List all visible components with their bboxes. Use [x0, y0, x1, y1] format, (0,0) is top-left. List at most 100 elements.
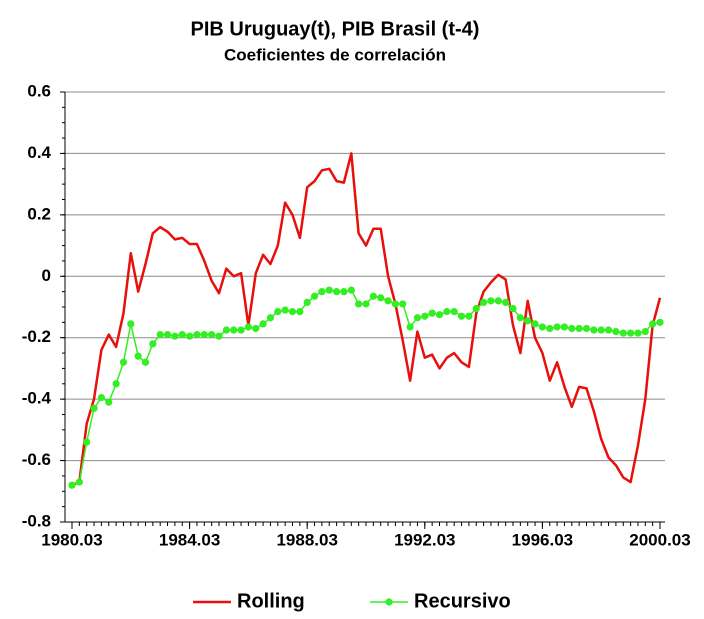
series-marker [90, 404, 98, 412]
series-marker [421, 312, 429, 320]
series-marker [649, 320, 657, 328]
series-marker [296, 308, 304, 316]
series-marker [68, 481, 76, 489]
series-marker [377, 294, 385, 302]
series-marker [200, 331, 208, 339]
y-tick-label: 0.6 [27, 81, 51, 100]
legend-label: Rolling [237, 590, 305, 612]
series-marker [597, 326, 605, 334]
x-tick-label: 1996.03 [512, 530, 573, 549]
series-marker [494, 297, 502, 305]
series-marker [222, 326, 230, 334]
y-tick-label: 0.2 [27, 204, 51, 223]
series-marker [119, 358, 128, 366]
series-marker [163, 331, 172, 339]
series-marker [178, 331, 186, 339]
series-marker [656, 318, 664, 326]
series-marker [391, 300, 399, 308]
series-marker [384, 297, 392, 305]
y-tick-label: -0.6 [22, 450, 51, 469]
y-tick-label: -0.2 [22, 327, 51, 346]
series-marker [604, 326, 613, 334]
series-marker [435, 311, 444, 319]
series-marker [509, 304, 517, 313]
series-marker [288, 308, 297, 316]
series-marker [310, 292, 319, 300]
series-marker [641, 327, 649, 336]
x-tick-label: 1988.03 [276, 530, 337, 549]
legend-label: Recursivo [414, 590, 511, 612]
series-marker [575, 324, 583, 333]
series-marker [413, 314, 422, 322]
chart-subtitle: Coeficientes de correlación [224, 45, 446, 64]
series-marker [281, 306, 289, 314]
series-marker [634, 329, 642, 337]
series-marker [244, 323, 252, 331]
series-marker [149, 340, 157, 348]
y-tick-label: -0.8 [22, 511, 51, 530]
series-marker [582, 324, 591, 333]
series-marker [355, 300, 363, 308]
series-line [71, 289, 661, 486]
series-marker [97, 394, 105, 402]
y-tick-label: 0 [42, 266, 51, 285]
series-marker [171, 332, 179, 340]
series-marker [186, 332, 194, 340]
series-marker [502, 298, 510, 306]
series-marker [75, 478, 83, 486]
series-marker [303, 298, 311, 306]
x-tick-label: 1984.03 [159, 530, 220, 549]
series-marker [538, 323, 547, 331]
series-marker [105, 398, 113, 406]
series-marker [208, 331, 216, 339]
series-marker [553, 323, 561, 331]
series-marker [472, 304, 480, 313]
series-marker [428, 309, 436, 317]
x-tick-label: 1992.03 [394, 530, 455, 549]
y-tick-label: -0.4 [22, 389, 52, 408]
series-marker [546, 324, 554, 333]
series-marker [627, 329, 635, 337]
series-marker [274, 308, 282, 316]
series-marker [619, 329, 627, 337]
x-tick-label: 2000.03 [629, 530, 690, 549]
series-line [71, 152, 662, 487]
series-marker [457, 312, 466, 320]
series-marker [134, 352, 142, 360]
series-marker [568, 324, 576, 333]
series-marker [531, 320, 539, 328]
series-marker [325, 286, 333, 294]
series-marker [369, 292, 377, 300]
series-marker [347, 286, 355, 294]
series-marker [443, 308, 451, 316]
series-marker [141, 358, 150, 366]
series-marker [340, 288, 348, 296]
chart-title: PIB Uruguay(t), PIB Brasil (t-4) [191, 18, 480, 40]
series-marker [450, 308, 458, 316]
series-marker [215, 332, 223, 340]
legend-marker [385, 598, 393, 606]
series-marker [362, 300, 370, 308]
x-tick-label: 1980.03 [41, 530, 102, 549]
y-tick-label: 0.4 [27, 143, 51, 162]
series-marker [487, 297, 495, 305]
series-marker [252, 324, 260, 333]
series-marker [465, 312, 473, 320]
series-marker [399, 300, 407, 308]
series-marker [318, 288, 326, 296]
series-marker [193, 331, 201, 339]
series-marker [524, 317, 532, 325]
series-marker [406, 323, 414, 331]
series-marker [127, 320, 135, 328]
series-marker [333, 288, 341, 296]
series-marker [259, 320, 267, 328]
series-marker [266, 314, 275, 322]
series-marker [83, 438, 91, 446]
series-marker [112, 380, 120, 388]
series-marker [612, 327, 620, 336]
series-marker [237, 326, 245, 334]
series-marker [560, 323, 569, 331]
series-marker [230, 326, 238, 334]
series-marker [516, 314, 524, 322]
